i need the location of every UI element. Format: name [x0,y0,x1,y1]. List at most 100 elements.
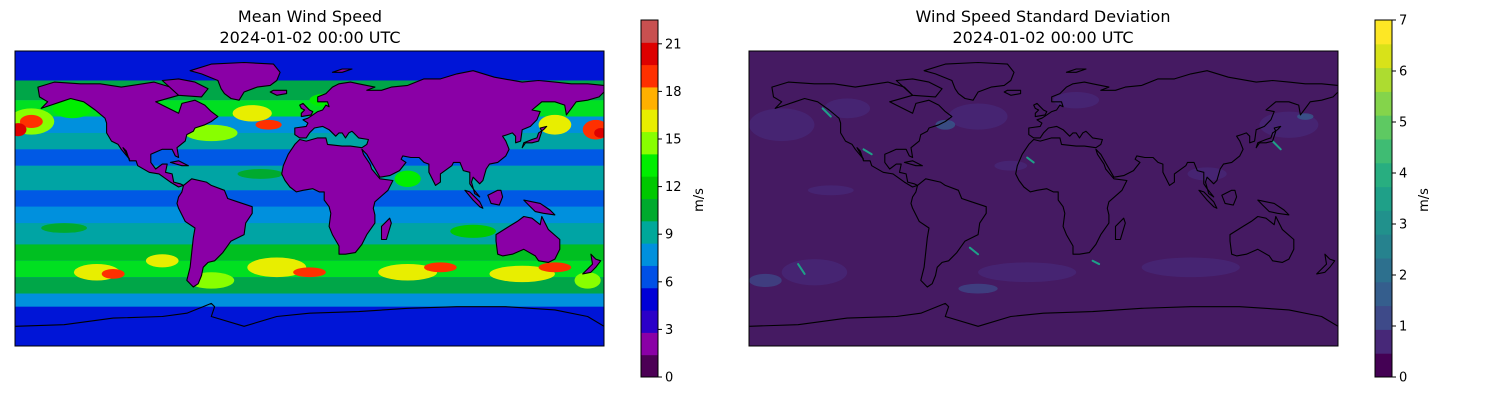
mean-wind-coastline-nz [582,253,602,275]
mean-wind-colorbar-frame [640,19,659,378]
stddev-coastline-afroeurasia [1015,70,1338,255]
mean-wind-coastline-svalbard [331,68,353,73]
mean-wind-feature [247,257,307,278]
stddev-colorbar-level [1375,162,1392,188]
mean-wind-colorbar: 0 3 6 9 12 15 18 21 [640,19,682,386]
mean-wind-colorbar-level [641,354,658,378]
mean-wind-coastlines [15,61,604,327]
mean-wind-title: Mean Wind Speed [238,7,382,26]
mean-wind-feature [19,114,43,129]
stddev-streak [1026,156,1035,164]
mean-wind-feature [232,105,272,122]
stddev-colorbar-level [1375,91,1392,116]
mean-wind-zonal-band [15,306,604,346]
mean-wind-colorbar-level [641,131,658,155]
mean-wind-feature [450,224,497,238]
mean-wind-feature [185,124,238,142]
mean-wind-feature [574,272,601,289]
stddev-streak [1091,259,1101,266]
mean-wind-zonal-band [15,51,604,81]
mean-wind-colorbar-tick-label: 0 [665,371,673,386]
stddev-field-base [749,51,1338,346]
stddev-coastline-iceland [1003,89,1022,96]
mean-wind-colorbar-level [641,176,658,199]
mean-wind-colorbar-level [641,287,658,311]
stddev-coastline-madagascar [1114,217,1126,241]
mean-wind-colorbar-level [641,64,658,88]
mean-wind-zonal-band [15,293,604,307]
mean-wind-coastline-greenland [189,61,281,101]
stddev-streak [797,263,806,275]
stddev-colorbar-level [1375,329,1392,354]
mean-wind-feature [15,123,27,137]
mean-wind-colorbar-level [641,20,658,43]
stddev-feature [807,185,854,196]
stddev-feature [749,108,815,142]
mean-wind-zonal-band [15,190,604,207]
stddev-colorbar-level [1375,234,1392,259]
stddev-feature [994,160,1028,171]
mean-wind-feature [145,254,179,268]
stddev-colorbar: 0 1 2 3 4 5 6 7 [1374,14,1407,386]
stddev-streak [1271,140,1282,151]
mean-wind-zonal-band [15,277,604,294]
stddev-field-features [749,91,1319,294]
stddev-coastline-antarctica [749,302,1338,327]
stddev-streak [821,107,832,118]
stddev-coastline-baffin [895,78,943,98]
stddev-colorbar-tick-label: 5 [1399,116,1407,131]
stddev-feature [824,98,871,119]
mean-wind-feature [237,169,284,179]
mean-wind-feature [489,265,555,283]
mean-wind-coastline-borneo [487,189,504,206]
stddev-feature [781,259,848,286]
stddev-streak [862,148,873,156]
mean-wind-colorbar-tick-label: 15 [665,133,682,148]
stddev-colorbar-level [1375,210,1392,235]
mean-wind-coastline-namerica [37,81,219,188]
stddev-coastline-namerica [771,81,953,188]
mean-wind-colorbar-tick-label: 3 [665,323,673,338]
stddev-coastline-greenland [923,61,1015,101]
stddev-colorbar-level [1375,139,1392,164]
mean-wind-colorbar-level [641,86,658,110]
mean-wind-feature [101,268,125,279]
mean-wind-colorbar-level [641,332,658,356]
stddev-feature [978,262,1077,283]
stddev-colorbar-level [1375,115,1392,140]
mean-wind-coastline-indonesia [464,189,484,209]
stddev-title: Wind Speed Standard Deviation [916,7,1171,26]
stddev-coastline-newguinea [1257,199,1290,216]
mean-wind-colorbar-level [641,198,658,222]
stddev-colorbar-level [1375,258,1392,283]
mean-wind-colorbar-label: m/s [692,188,707,212]
stddev-colorbar-level [1375,281,1392,307]
mean-wind-colorbar-tick-label: 21 [665,37,682,52]
mean-wind-colorbar-tick-label: 6 [665,275,673,290]
stddev-colorbar-tick-label: 7 [1399,14,1407,29]
stddev-panel: Wind Speed Standard Deviation 2024-01-02… [748,7,1432,386]
stddev-colorbar-tick-label: 1 [1399,320,1407,335]
mean-wind-feature [394,170,421,188]
stddev-feature [935,119,956,130]
mean-wind-feature [538,114,572,135]
mean-wind-feature [255,119,282,130]
mean-wind-colorbar-level [641,153,658,177]
stddev-colorbar-level [1375,67,1392,92]
mean-wind-zonal-band [15,206,604,224]
stddev-coastline-nz [1316,253,1336,275]
stddev-colorbar-label: m/s [1417,188,1432,212]
mean-wind-feature [582,119,604,140]
mean-wind-coastline-australia [495,215,561,263]
mean-wind-colorbar-level [641,243,658,266]
mean-wind-colorbar-level [641,220,658,244]
mean-wind-coastline-iceland [269,89,288,96]
stddev-feature [948,103,1008,130]
stddev-coastline-borneo [1221,189,1238,206]
stddev-map [749,51,1338,346]
stddev-coastline-japan [1255,125,1282,149]
stddev-colorbar-tick-label: 4 [1399,167,1407,182]
mean-wind-panel: Mean Wind Speed 2024-01-02 00:00 UTC 0 3 6… [14,7,707,386]
mean-wind-feature [41,223,87,233]
